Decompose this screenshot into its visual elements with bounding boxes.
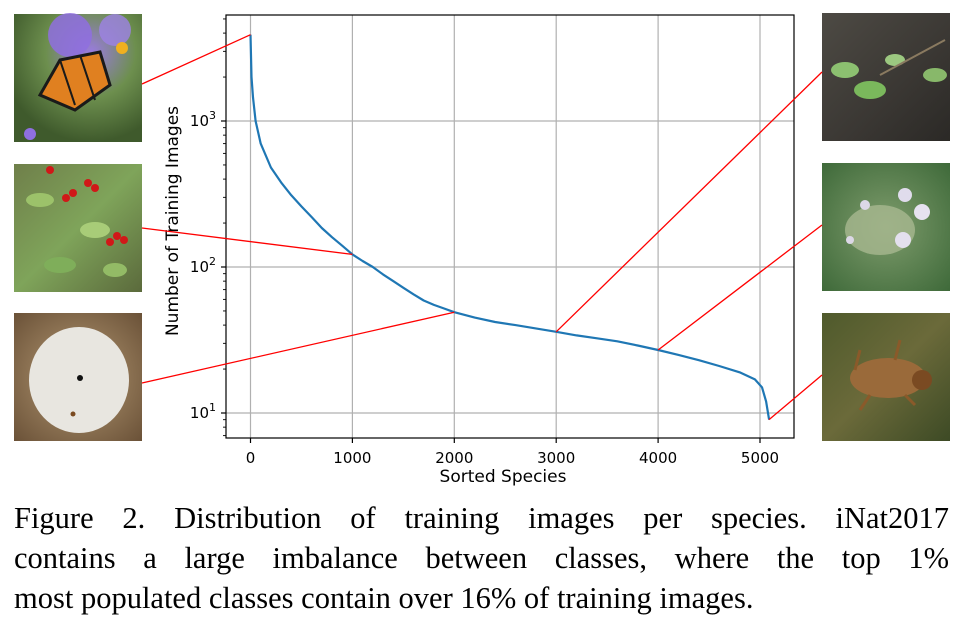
annotation-line [141,227,353,256]
annotation-line [657,224,823,351]
thumbnail-butterfly [14,13,142,142]
axes-frame [225,14,795,439]
series-line [249,34,771,420]
x-tick-label: 5000 [741,449,779,467]
caption-line-3: most populated classes contain over 16% … [14,581,754,615]
annotation-line [768,374,823,421]
thumbnail-cricket [822,313,950,441]
x-tick-label: 1000 [333,449,371,467]
y-tick-label: 101 [190,401,216,422]
thumbnail-moss-plant [822,13,950,141]
figure: 0 1000 2000 3000 4000 5000 101 102 103 Sorted S… [14,13,950,487]
figure-caption: Figure 2. Distribution of training image… [14,498,949,618]
thumbnail-berries [14,164,142,292]
x-axis-label: Sorted Species [440,467,567,487]
y-axis-label: Number of Training Images [163,106,183,336]
y-tick-label: 102 [190,255,216,276]
grid-lines [226,15,794,438]
x-axis-ticks: 0 1000 2000 3000 4000 5000 [246,438,779,467]
thumbnail-sand-dollar [14,313,142,441]
axes-background [226,15,794,438]
y-axis-ticks: 101 102 103 [190,18,226,437]
thumbnail-flower-plant [822,163,950,291]
annotation-line [141,34,251,85]
caption-line-2: contains a large imbalance between class… [14,541,949,575]
annotation-line [555,71,823,333]
caption-line-1: Figure 2. Distribution of training image… [14,501,949,535]
annotation-lines [141,34,823,421]
x-tick-label: 3000 [537,449,575,467]
x-tick-label: 0 [246,449,256,467]
plot-area: 0 1000 2000 3000 4000 5000 101 102 103 Sorted S… [163,14,795,487]
y-tick-label: 103 [190,109,216,130]
x-tick-label: 2000 [435,449,473,467]
annotation-line [141,311,455,384]
x-tick-label: 4000 [639,449,677,467]
series-group [249,34,771,420]
